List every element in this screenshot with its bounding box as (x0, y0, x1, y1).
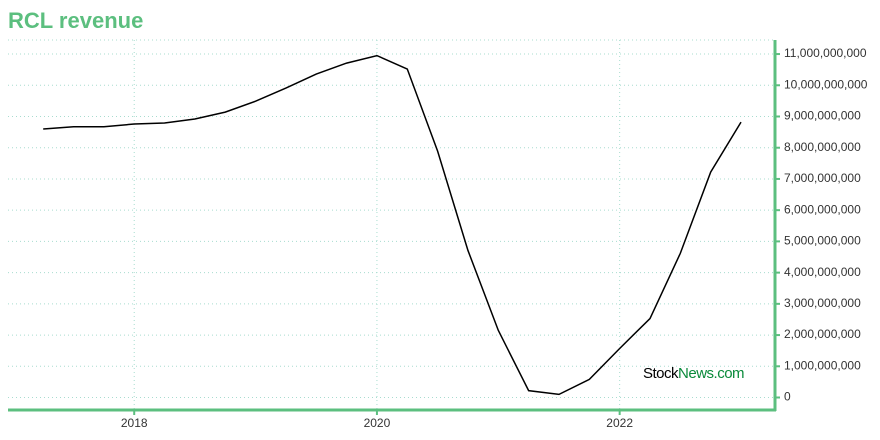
y-tick-label: 1,000,000,000 (784, 358, 861, 372)
y-tick-label: 11,000,000,000 (784, 46, 867, 60)
y-tick-label: 5,000,000,000 (784, 234, 861, 248)
watermark: StockNews.com (643, 365, 744, 382)
y-tick-label: 0 (784, 390, 791, 404)
watermark-suffix: News.com (678, 365, 744, 382)
y-tick-label: 7,000,000,000 (784, 171, 861, 185)
y-tick-label: 9,000,000,000 (784, 109, 861, 123)
y-tick-label: 4,000,000,000 (784, 265, 861, 279)
line-series (43, 54, 742, 396)
x-tick-label: 2022 (606, 416, 633, 430)
watermark-prefix: Stock (643, 365, 679, 382)
y-tick-label: 2,000,000,000 (784, 327, 861, 341)
y-tick-label: 6,000,000,000 (784, 202, 861, 216)
x-tick-label: 2020 (364, 416, 391, 430)
chart-title: RCL revenue (8, 8, 143, 33)
y-tick-label: 10,000,000,000 (784, 77, 868, 91)
x-tick-label: 2018 (121, 416, 148, 430)
y-tick-label: 8,000,000,000 (784, 140, 861, 154)
y-tick-label: 3,000,000,000 (784, 296, 861, 310)
